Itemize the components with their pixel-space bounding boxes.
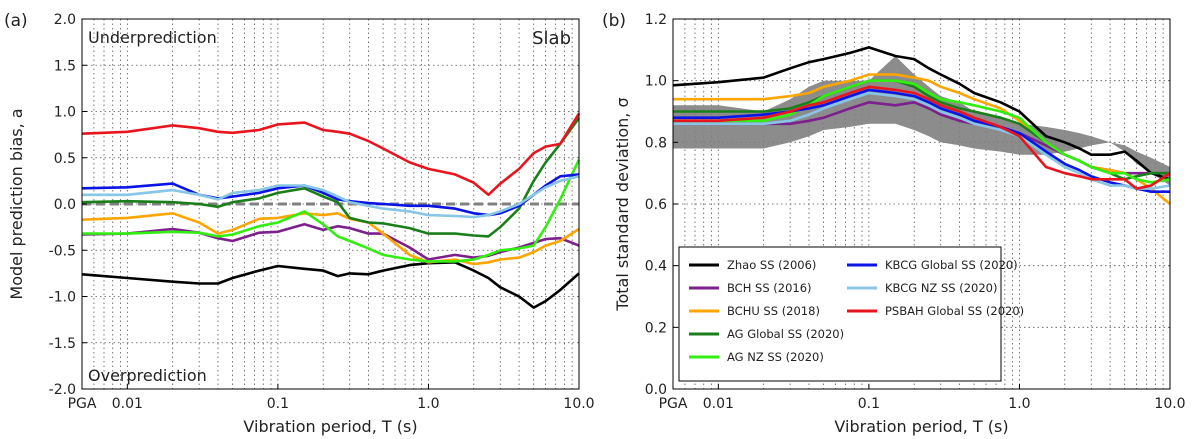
panel-a-y-tick-label: 2.0 [54, 12, 76, 28]
panel-a-x-tick-label: 0.1 [267, 396, 289, 412]
legend: Zhao SS (2006) BCH SS (2016) BCHU SS (2018… [678, 246, 1024, 382]
panel-b-y-axis-label: Total standard deviation, σ [613, 97, 632, 311]
panel-a-y-tick-label: 0.0 [54, 197, 76, 213]
panel-b-x-tick-label: PGA [659, 396, 688, 412]
panel-b-label: (b) [602, 11, 626, 31]
panel-a-y-tick-label: 0.5 [54, 151, 76, 167]
legend-label-zhao: Zhao SS (2006) [727, 258, 816, 272]
panel-b-series-zhao [672, 46, 1171, 181]
panel-b-y-tick-label: 0.4 [645, 259, 667, 275]
panel-b-series-kbcg-global [673, 88, 1170, 193]
panel-a-ticks: PGA 0.01 0.1 1.0 10.0 -2.0 -1.5 -1.0 -0.5 0.0 0.5 1… [49, 12, 595, 412]
legend-label-ag-nz: AG NZ SS (2020) [727, 350, 824, 364]
legend-label-bchu: BCHU SS (2018) [727, 304, 820, 318]
panel-a-y-tick-label: -1.0 [49, 290, 76, 306]
legend-label-kbcg-nz: KBCG NZ SS (2020) [885, 281, 997, 295]
panel-a-series-ag-nz [82, 159, 581, 263]
panel-b: (b) PGA 0.01 0.1 1.0 10.0 0.0 0.2 0.4 0.6 0.8 1.0 1… [602, 11, 1186, 436]
panel-a-y-tick-label: 1.0 [54, 105, 76, 121]
panel-b-x-tick-label: 0.01 [703, 396, 734, 412]
panel-a-x-tick-label: 1.0 [417, 396, 439, 412]
legend-label-ag-global: AG Global SS (2020) [727, 327, 844, 341]
panel-b-x-tick-label: 10.0 [1154, 396, 1185, 412]
panel-a-series-kbcg-nz [82, 175, 580, 219]
panel-a-label: (a) [4, 11, 28, 31]
overprediction-label: Overprediction [88, 366, 207, 385]
panel-b-x-tick-label: 0.1 [858, 396, 880, 412]
panel-a-x-tick-label: 0.01 [112, 396, 143, 412]
panel-b-y-tick-label: 0.8 [645, 135, 667, 151]
panel-a-x-tick-label: 10.0 [563, 396, 594, 412]
underprediction-label: Underprediction [88, 28, 217, 47]
panel-b-series-kbcg-nz [673, 91, 1171, 190]
panel-b-series-psbah [673, 85, 1171, 190]
panel-b-series-bchu [673, 73, 1171, 206]
panel-a: (a) PGA 0.01 0.1 1.0 10.0 -2.0 -1.5 -1.0 -0.5 0.0… [4, 11, 595, 436]
panel-b-y-tick-label: 0.2 [645, 320, 667, 336]
panel-a-series-bchu [81, 212, 580, 266]
panel-b-ticks: PGA 0.01 0.1 1.0 10.0 0.0 0.2 0.4 0.6 0.8 1.0 1.2 [645, 12, 1186, 412]
legend-label-kbcg-global: KBCG Global SS (2020) [885, 258, 1018, 272]
panel-b-y-tick-label: 1.0 [645, 74, 667, 90]
panel-b-x-tick-label: 1.0 [1008, 396, 1030, 412]
panel-a-series-ag-global [81, 117, 581, 238]
panel-a-x-tick-label: PGA [68, 396, 97, 412]
panel-a-series-zhao [81, 261, 580, 309]
legend-box [678, 246, 1002, 382]
panel-a-series [81, 112, 581, 309]
panel-a-y-tick-label: -0.5 [49, 243, 76, 259]
panel-a-y-tick-label: 1.5 [54, 58, 76, 74]
slab-label: Slab [532, 28, 571, 49]
legend-label-psbah: PSBAH Global SS (2020) [885, 304, 1024, 318]
panel-a-y-tick-label: -2.0 [49, 382, 76, 398]
panel-a-series-psbah [81, 112, 581, 197]
panel-b-y-tick-label: 1.2 [645, 12, 667, 28]
legend-label-bch: BCH SS (2016) [727, 281, 812, 295]
panel-a-y-axis-label: Model prediction bias, a [7, 108, 26, 299]
panel-b-series [672, 46, 1171, 206]
panel-b-y-tick-label: 0.6 [645, 197, 667, 213]
panel-a-y-tick-label: -1.5 [49, 336, 76, 352]
panel-b-y-tick-label: 0.0 [645, 382, 667, 398]
panel-a-x-axis-label: Vibration period, T (s) [243, 417, 417, 436]
panel-b-x-axis-label: Vibration period, T (s) [834, 417, 1008, 436]
